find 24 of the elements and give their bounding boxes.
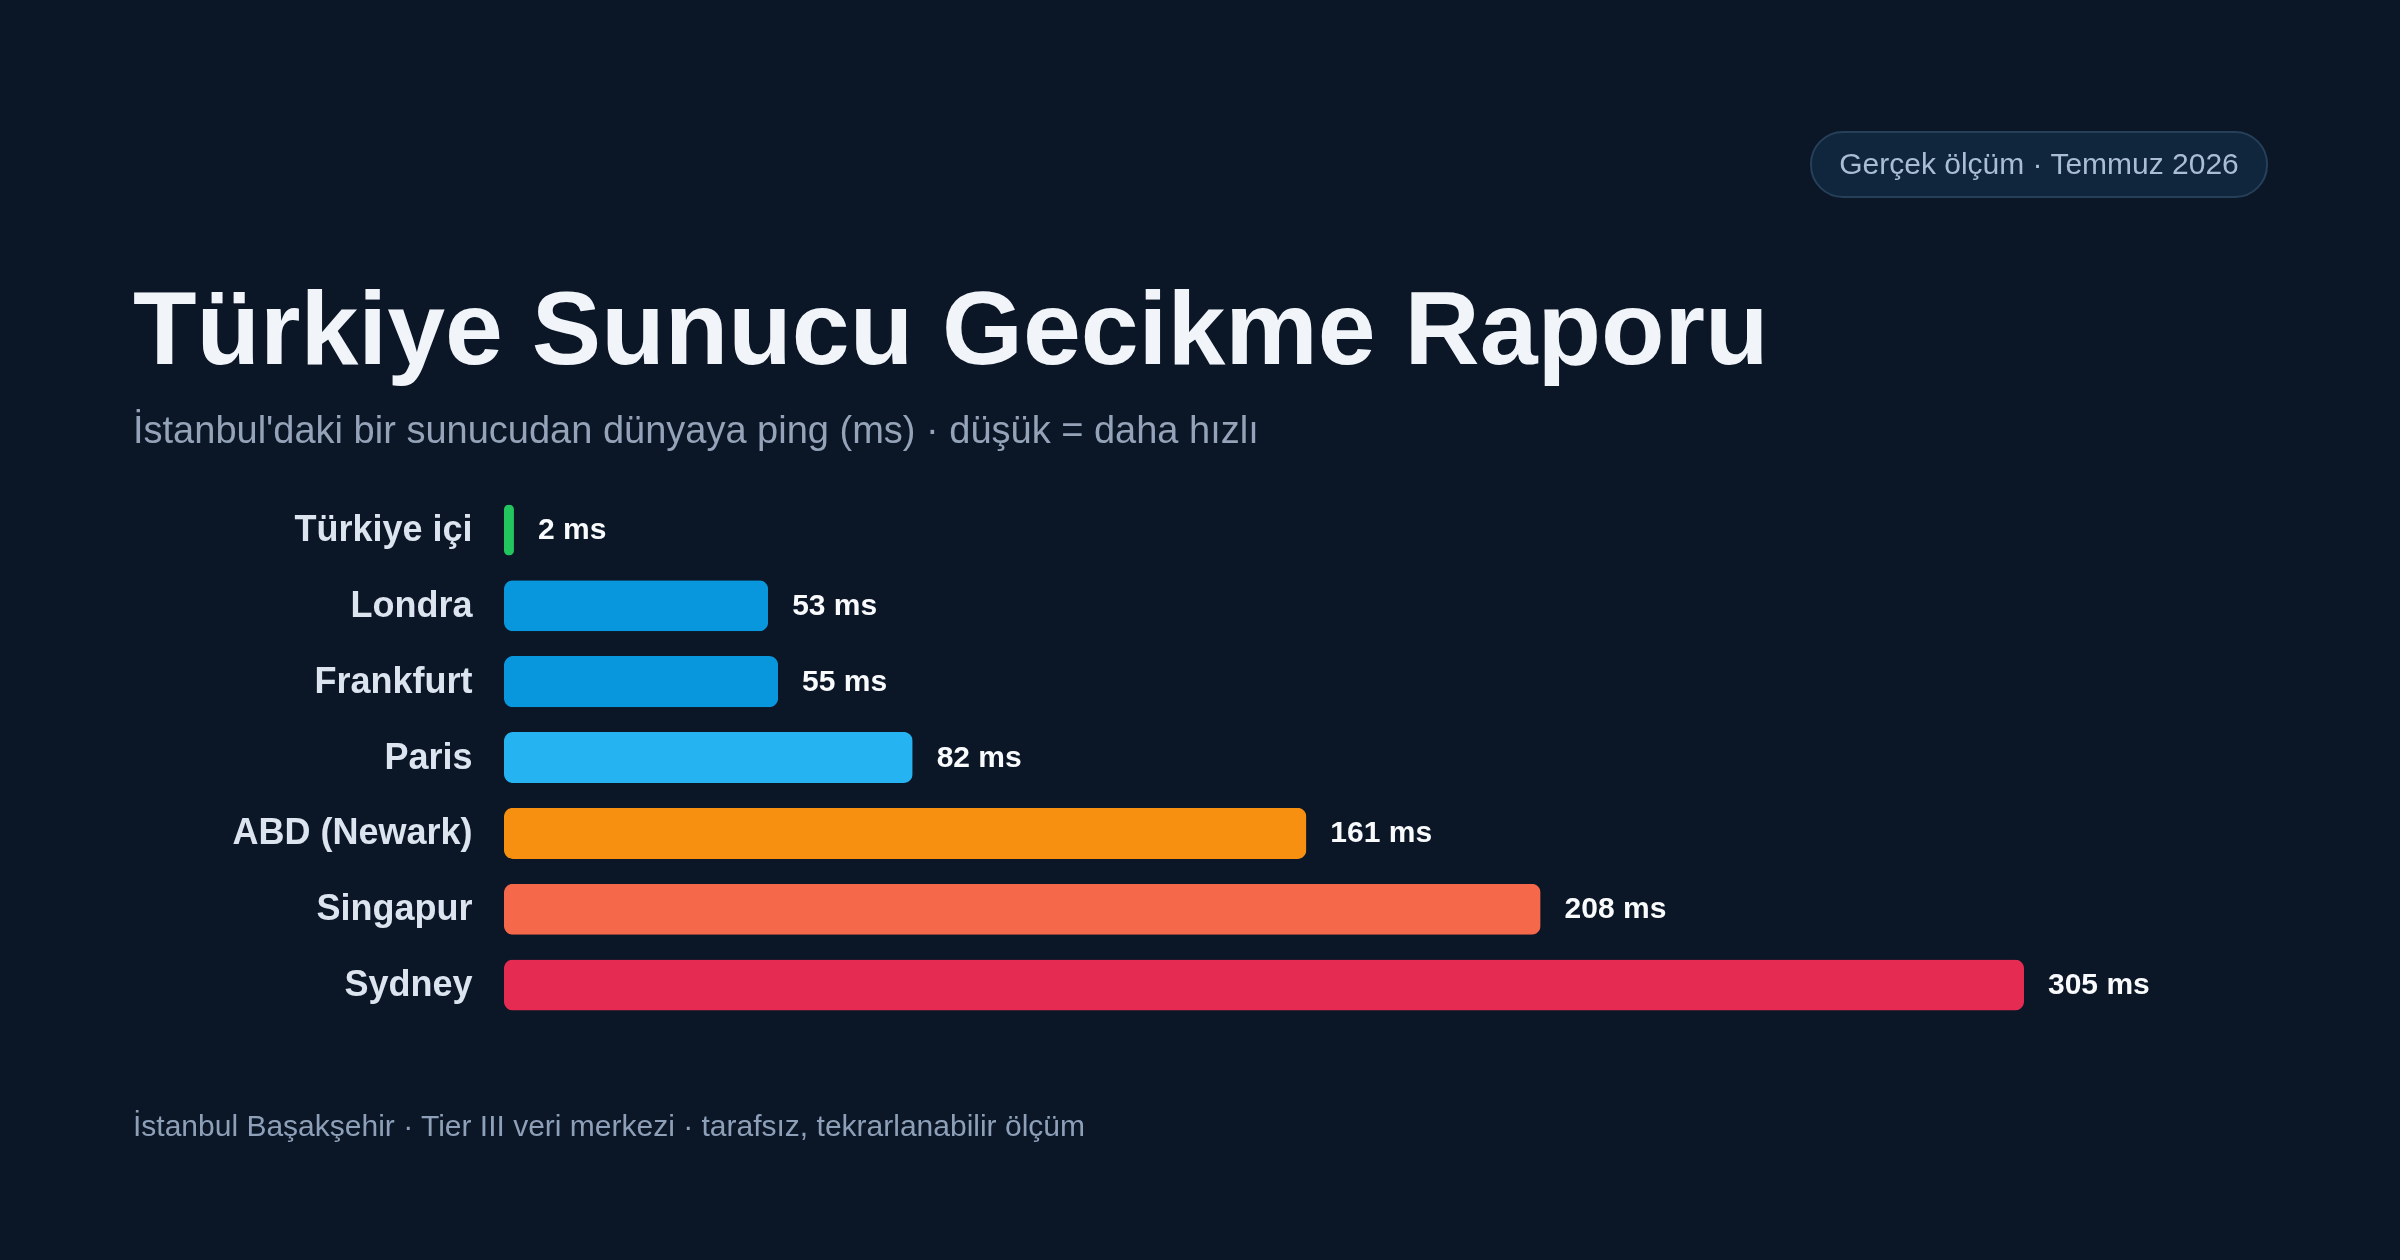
y-tick-label: ABD (Newark) [232,811,473,853]
data-label: 2 ms [537,511,607,545]
chart-title: Türkiye Sunucu Gecikme Raporu [133,270,1769,386]
data-label: 161 ms [1330,815,1433,849]
text: İstanbul Başakşehir · Tier III veri merkezi · tarafsız, tekrarlanabilir ölçüm [133,1109,1085,1142]
data-label: 208 ms [1564,891,1667,925]
chart-subtitle: İstanbul'daki bir sunucudan dünyaya ping (ms) · düşük = daha hızlı [133,409,1259,451]
data-label: 55 ms [802,663,888,697]
bar [504,807,1307,859]
y-tick-label: Türkiye içi [294,507,473,549]
bar [504,580,769,632]
text: Gerçek ölçüm · Temmuz 2026 [1839,147,2239,180]
bar [504,656,779,708]
bar [504,883,1541,935]
y-tick-label: Singapur [316,887,473,929]
bar [504,959,2024,1011]
y-tick-label: Londra [350,583,474,625]
y-tick-label: Paris [384,735,473,777]
data-label: 305 ms [2048,967,2150,1001]
data-label: 82 ms [936,739,1022,773]
y-tick-label: Sydney [344,963,473,1005]
bar [504,731,913,784]
y-tick-label: Frankfurt [314,659,473,701]
data-label: 53 ms [792,587,878,621]
